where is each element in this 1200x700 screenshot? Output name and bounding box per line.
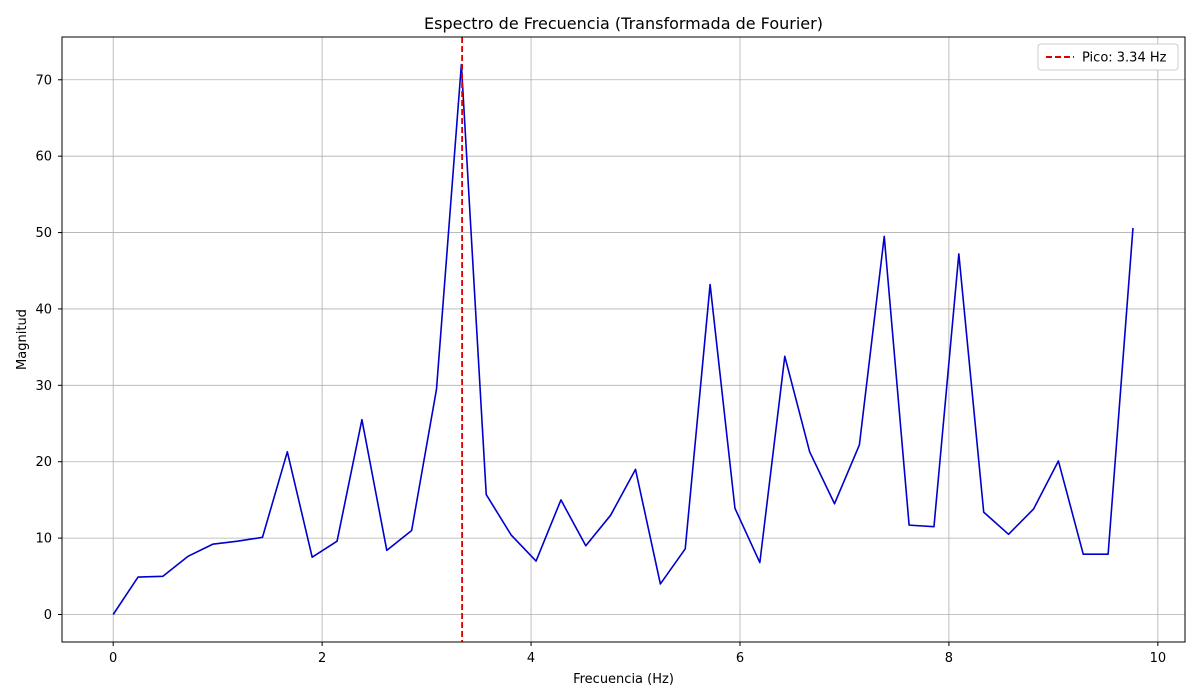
y-tick-label: 30 [35,379,52,394]
series-line-magnitude [112,63,1134,615]
plot-area-frame [61,36,1186,643]
x-tick-label: 10 [1150,651,1167,666]
y-axis-ticks: 0 10 20 30 40 50 60 70 [35,73,62,623]
legend-box [1037,43,1179,71]
x-tick-label: 0 [109,651,117,666]
legend-label: Pico: 3.34 Hz [1082,51,1167,66]
y-tick-label: 50 [35,226,52,241]
x-tick-label: 8 [945,651,953,666]
x-axis-ticks: 0 2 4 6 8 10 [109,642,1166,666]
y-tick-label: 20 [35,455,52,470]
legend: Pico: 3.34 Hz [1037,43,1179,71]
y-tick-label: 40 [35,302,52,317]
y-tick-label: 10 [35,532,52,547]
series-layer [112,63,1134,615]
grid [62,37,1185,642]
x-tick-label: 4 [527,651,535,666]
x-tick-label: 6 [736,651,744,666]
chart-title: Espectro de Frecuencia (Transformada de … [424,14,823,33]
y-tick-label: 60 [35,150,52,165]
y-tick-label: 0 [44,608,52,623]
x-tick-label: 2 [318,651,326,666]
y-tick-label: 70 [35,73,52,88]
y-axis-label: Magnitud [15,309,30,370]
x-axis-label: Frecuencia (Hz) [573,672,674,687]
